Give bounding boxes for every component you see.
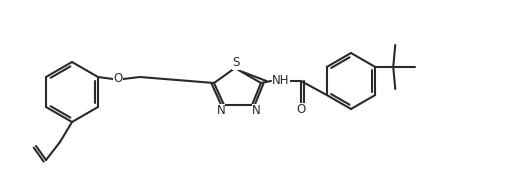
Text: O: O <box>296 104 305 116</box>
Text: N: N <box>251 105 260 118</box>
Text: NH: NH <box>272 74 289 88</box>
Text: N: N <box>216 105 225 118</box>
Text: O: O <box>113 73 122 85</box>
Text: S: S <box>232 57 239 69</box>
